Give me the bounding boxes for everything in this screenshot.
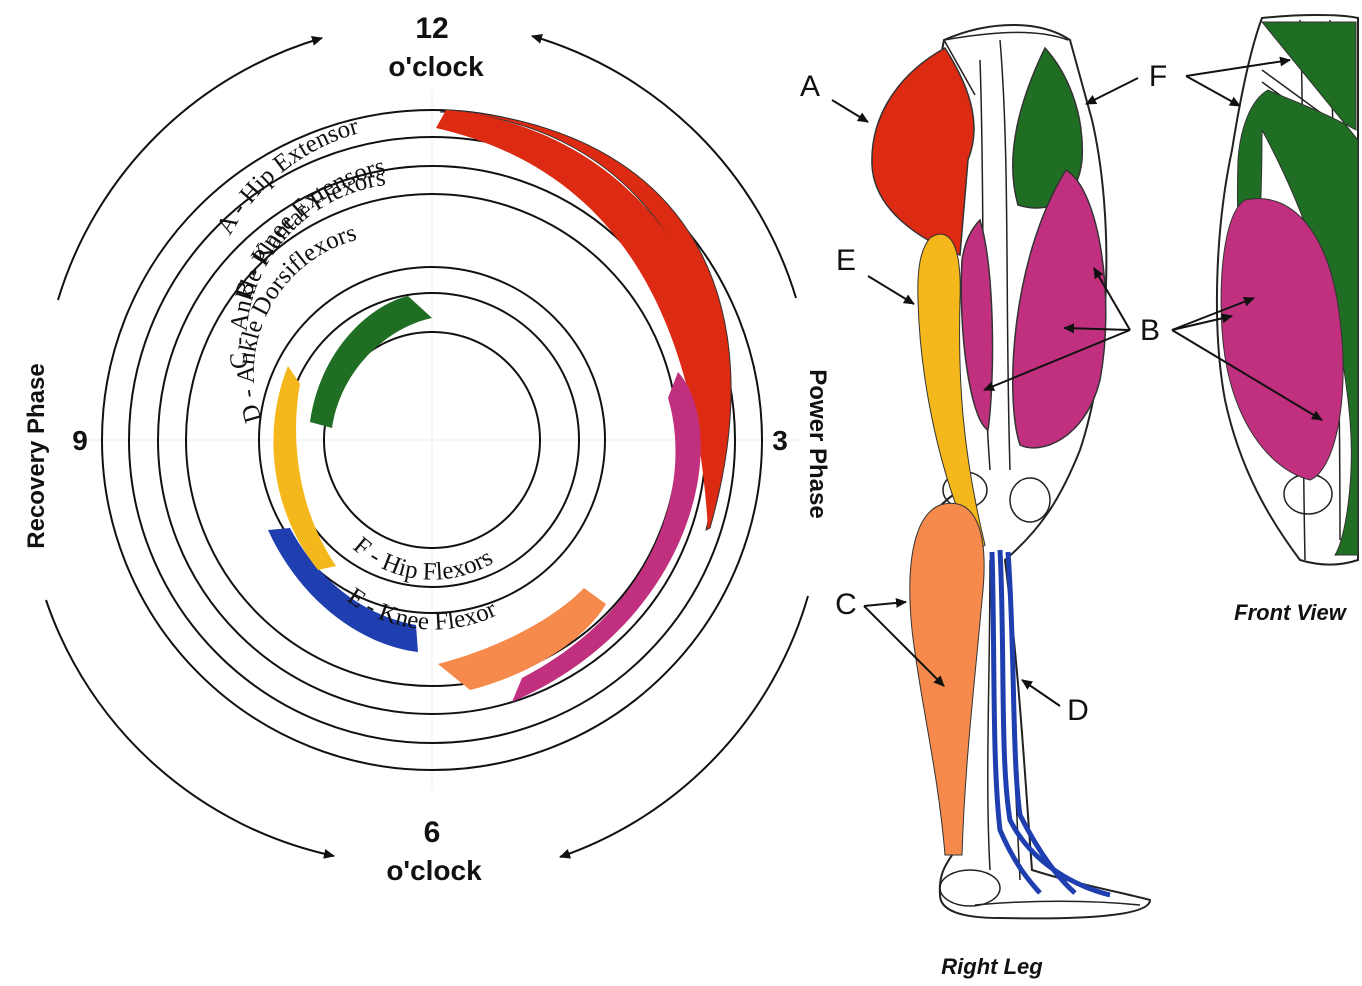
three-oclock-number: 3 <box>772 425 788 456</box>
leg-letter-e: E <box>836 244 856 277</box>
twelve-oclock-label: o'clock <box>388 51 484 82</box>
six-oclock-label: o'clock <box>386 855 482 886</box>
leg-letter-d: D <box>1067 694 1089 727</box>
knee-extensors-muscle-outer <box>1012 168 1107 449</box>
pedal-cycle-circle: A - Hip Extensor B - Knee Extensors C - … <box>23 12 831 886</box>
knee-extensors-band <box>512 372 701 702</box>
right-leg-caption: Right Leg <box>941 954 1043 979</box>
ankle-dorsiflexors-muscle <box>989 549 1111 898</box>
six-oclock-number: 6 <box>424 816 441 849</box>
front-view-illustration: Front View <box>1171 14 1359 625</box>
recovery-phase-label: Recovery Phase <box>23 363 50 548</box>
hip-extensor-muscle <box>871 47 975 257</box>
ankle-plantar-flexors-muscle <box>909 502 985 856</box>
right-leg-illustration: A E B C D F Right Leg <box>800 24 1167 979</box>
leg-letter-c: C <box>835 588 857 621</box>
front-knee-extensors-muscle <box>1220 198 1344 481</box>
cycle-direction-arrows <box>45 34 809 859</box>
ankle-dorsiflexors-band <box>268 528 418 652</box>
nine-oclock-number: 9 <box>72 425 88 456</box>
hip-flexors-band <box>310 296 432 428</box>
leg-letter-b: B <box>1140 314 1160 347</box>
leg-letter-a: A <box>800 70 820 103</box>
leg-letter-f: F <box>1149 60 1167 93</box>
hip-extensor-band-body <box>436 110 725 530</box>
knee-extensors-muscle-inner <box>960 218 994 432</box>
ankle-plantar-flexors-band <box>438 588 606 690</box>
front-view-caption: Front View <box>1234 600 1348 625</box>
twelve-oclock-number: 12 <box>415 12 448 45</box>
power-phase-label: Power Phase <box>804 369 831 518</box>
knee-flexor-band <box>273 366 336 570</box>
hip-extensor-band <box>439 109 732 531</box>
knee-flexor-muscle <box>917 233 986 553</box>
